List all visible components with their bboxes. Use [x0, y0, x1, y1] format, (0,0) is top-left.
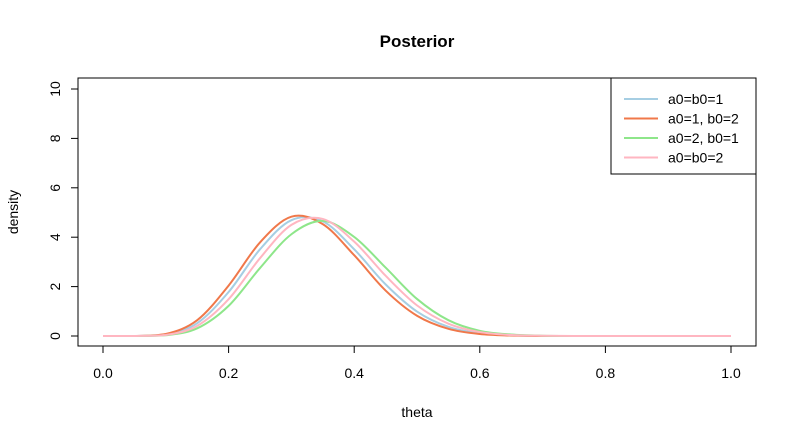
x-tick-label: 0.6 [470, 365, 490, 381]
y-tick-label: 4 [47, 233, 63, 241]
x-tick-label: 0.8 [596, 365, 616, 381]
series-line-1 [103, 216, 731, 337]
series-lines [103, 214, 731, 337]
legend: a0=b0=1 a0=1, b0=2 a0=2, b0=1 a0=b0=2 [610, 77, 757, 175]
legend-label: a0=b0=1 [668, 91, 723, 107]
y-axis-label: density [5, 190, 21, 234]
series-line-4 [103, 216, 731, 337]
series-line-3 [103, 219, 731, 337]
x-tick-label: 0.0 [93, 365, 113, 381]
x-tick-label: 1.0 [721, 365, 741, 381]
series-line-2 [103, 214, 731, 337]
y-tick-label: 0 [47, 332, 63, 340]
chart-title: Posterior [380, 32, 455, 51]
y-axis: 0 2 4 6 8 10 [47, 81, 79, 340]
legend-label: a0=2, b0=1 [668, 130, 739, 146]
x-tick-label: 0.2 [219, 365, 239, 381]
y-tick-label: 8 [47, 134, 63, 142]
x-tick-label: 0.4 [344, 365, 364, 381]
y-tick-label: 10 [47, 81, 63, 97]
x-axis: 0.0 0.2 0.4 0.6 0.8 1.0 [93, 345, 741, 381]
x-axis-label: theta [401, 404, 432, 420]
y-tick-label: 2 [47, 282, 63, 290]
legend-label: a0=b0=2 [668, 149, 723, 165]
legend-label: a0=1, b0=2 [668, 110, 739, 126]
y-tick-label: 6 [47, 184, 63, 192]
